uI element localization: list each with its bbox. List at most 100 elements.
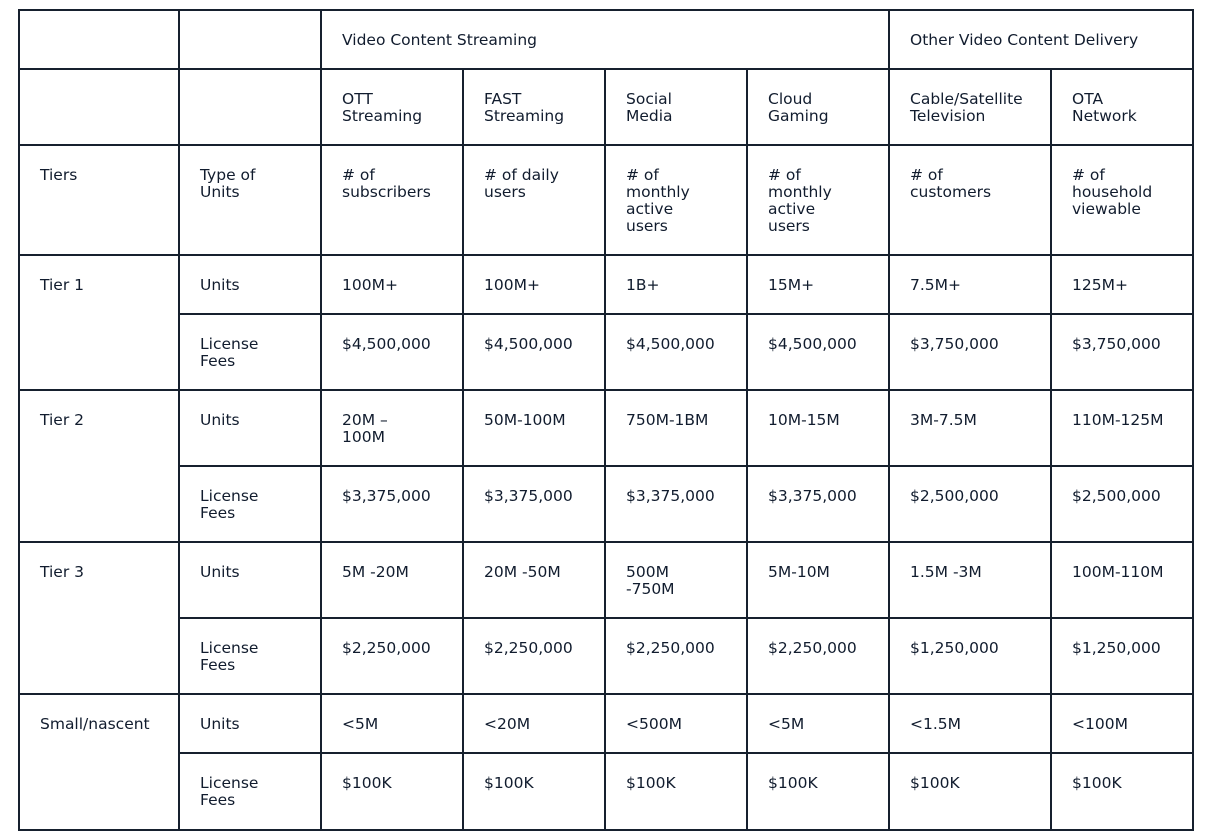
empty-cell	[18, 9, 180, 70]
row-label: Units	[178, 389, 322, 467]
column-header: OTA Network	[1050, 68, 1194, 146]
cell-text-line: 15M+	[768, 276, 815, 294]
cell-text-line: # of	[768, 166, 801, 184]
unit-type-cell: # of subscribers	[320, 144, 464, 256]
unit-type-cell: # of household viewable	[1050, 144, 1194, 256]
column-header: Cable/Satellite Television	[888, 68, 1052, 146]
cell-text-line: active	[768, 200, 816, 218]
fee-cell: $2,500,000	[1050, 465, 1194, 543]
cell-text-line: 100M-110M	[1072, 563, 1164, 581]
cell-text-line: active	[626, 200, 674, 218]
row-label: License Fees	[178, 313, 322, 391]
cell-text-line: License	[200, 335, 259, 353]
cell-text-line: 1B+	[626, 276, 660, 294]
cell-text-line: License	[200, 487, 259, 505]
row-label: Units	[178, 693, 322, 754]
cell-text-line: # of	[1072, 166, 1105, 184]
cell-text-line: License	[200, 639, 259, 657]
cell-text-line: Cloud	[768, 90, 813, 108]
fee-cell: $100K	[746, 752, 890, 831]
fee-cell: $4,500,000	[746, 313, 890, 391]
cell-text-line: Streaming	[484, 107, 565, 125]
fee-cell: $100K	[320, 752, 464, 831]
cell-text-line: -750M	[626, 580, 675, 598]
tiers-header: Tiers	[18, 144, 180, 256]
units-cell: 15M+	[746, 254, 890, 315]
units-cell: 750M-1BM	[604, 389, 748, 467]
units-cell: 100M+	[462, 254, 606, 315]
cell-text-line: Cable/Satellite	[910, 90, 1023, 108]
cell-text-line: Fees	[200, 504, 236, 522]
column-header: Cloud Gaming	[746, 68, 890, 146]
cell-text-line: 500M	[626, 563, 669, 581]
cell-text-line: Fees	[200, 352, 236, 370]
cell-text-line: 20M -50M	[484, 563, 561, 581]
units-cell: 1.5M -3M	[888, 541, 1052, 619]
cell-text-line: <20M	[484, 715, 531, 733]
tier-name: Tier 2	[18, 389, 180, 543]
cell-text-line: <500M	[626, 715, 682, 733]
cell-text-line: 5M-10M	[768, 563, 830, 581]
units-cell: 110M-125M	[1050, 389, 1194, 467]
fee-cell: $2,250,000	[320, 617, 464, 695]
units-cell: <1.5M	[888, 693, 1052, 754]
fee-cell: $2,500,000	[888, 465, 1052, 543]
unit-type-cell: # of customers	[888, 144, 1052, 256]
cell-text-line: 125M+	[1072, 276, 1128, 294]
fee-cell: $3,375,000	[746, 465, 890, 543]
units-cell: 100M-110M	[1050, 541, 1194, 619]
cell-text-line: Streaming	[342, 107, 423, 125]
cell-text-line: monthly	[768, 183, 832, 201]
cell-text-line: 7.5M+	[910, 276, 962, 294]
fee-cell: $2,250,000	[604, 617, 748, 695]
cell-text-line: <5M	[768, 715, 805, 733]
fee-cell: $2,250,000	[746, 617, 890, 695]
table-row: License Fees $100K $100K $100K $100K $100K $100…	[19, 752, 1194, 831]
row-label: License Fees	[178, 617, 322, 695]
cell-text-line: 10M-15M	[768, 411, 840, 429]
cell-text-line: 100M	[342, 428, 385, 446]
cell-text-line: Gaming	[768, 107, 829, 125]
table-row: License Fees $3,375,000 $3,375,000 $3,375,00…	[19, 465, 1194, 543]
unit-type-cell: # of monthly active users	[746, 144, 890, 256]
cell-text-line: Network	[1072, 107, 1137, 125]
cell-text-line: # of	[626, 166, 659, 184]
cell-text-line: OTT	[342, 90, 373, 108]
cell-text-line: subscribers	[342, 183, 431, 201]
units-cell: 3M-7.5M	[888, 389, 1052, 467]
row-label: License Fees	[178, 465, 322, 543]
fee-cell: $4,500,000	[462, 313, 606, 391]
cell-text-line: 1.5M -3M	[910, 563, 982, 581]
table-row: Tier 2 Units 20M –100M 50M-100M 750M-1BM 10M-…	[18, 389, 1194, 543]
empty-cell	[178, 9, 322, 70]
cell-text-line: 100M+	[484, 276, 540, 294]
units-cell: 20M –100M	[320, 389, 464, 467]
type-header: Type of Units	[178, 144, 322, 256]
tier-name: Tier 3	[18, 541, 180, 695]
units-cell: 5M -20M	[320, 541, 464, 619]
column-header: OTT Streaming	[320, 68, 464, 146]
units-cell: <100M	[1050, 693, 1194, 754]
units-cell: <500M	[604, 693, 748, 754]
unit-type-cell: # of monthly active users	[604, 144, 748, 256]
units-cell: 7.5M+	[888, 254, 1052, 315]
cell-text-line: monthly	[626, 183, 690, 201]
cell-text-line: 750M-1BM	[626, 411, 709, 429]
fee-cell: $1,250,000	[888, 617, 1052, 695]
cell-text-line: 50M-100M	[484, 411, 566, 429]
empty-cell	[178, 68, 322, 146]
units-cell: 10M-15M	[746, 389, 890, 467]
table-row: Tier 3 Units 5M -20M 20M -50M 500M -750M 5M-10…	[18, 541, 1194, 695]
license-fee-table: Video Content Streaming Other Video Conte…	[18, 9, 1194, 831]
table-row: Small/nascent Units <5M <20M <500M <5M <1.5M <1…	[18, 693, 1194, 831]
cell-text-line: 3M-7.5M	[910, 411, 977, 429]
units-cell: 5M-10M	[746, 541, 890, 619]
group-header: Other Video Content Delivery	[888, 9, 1194, 70]
units-cell: 125M+	[1050, 254, 1194, 315]
unit-type-cell: # of daily users	[462, 144, 606, 256]
cell-text-line: 100M+	[342, 276, 398, 294]
column-header: FAST Streaming	[462, 68, 606, 146]
table-row: License Fees $2,250,000 $2,250,000 $2,250,00…	[19, 617, 1194, 695]
cell-text-line: # of	[910, 166, 943, 184]
fee-cell: $100K	[604, 752, 748, 831]
